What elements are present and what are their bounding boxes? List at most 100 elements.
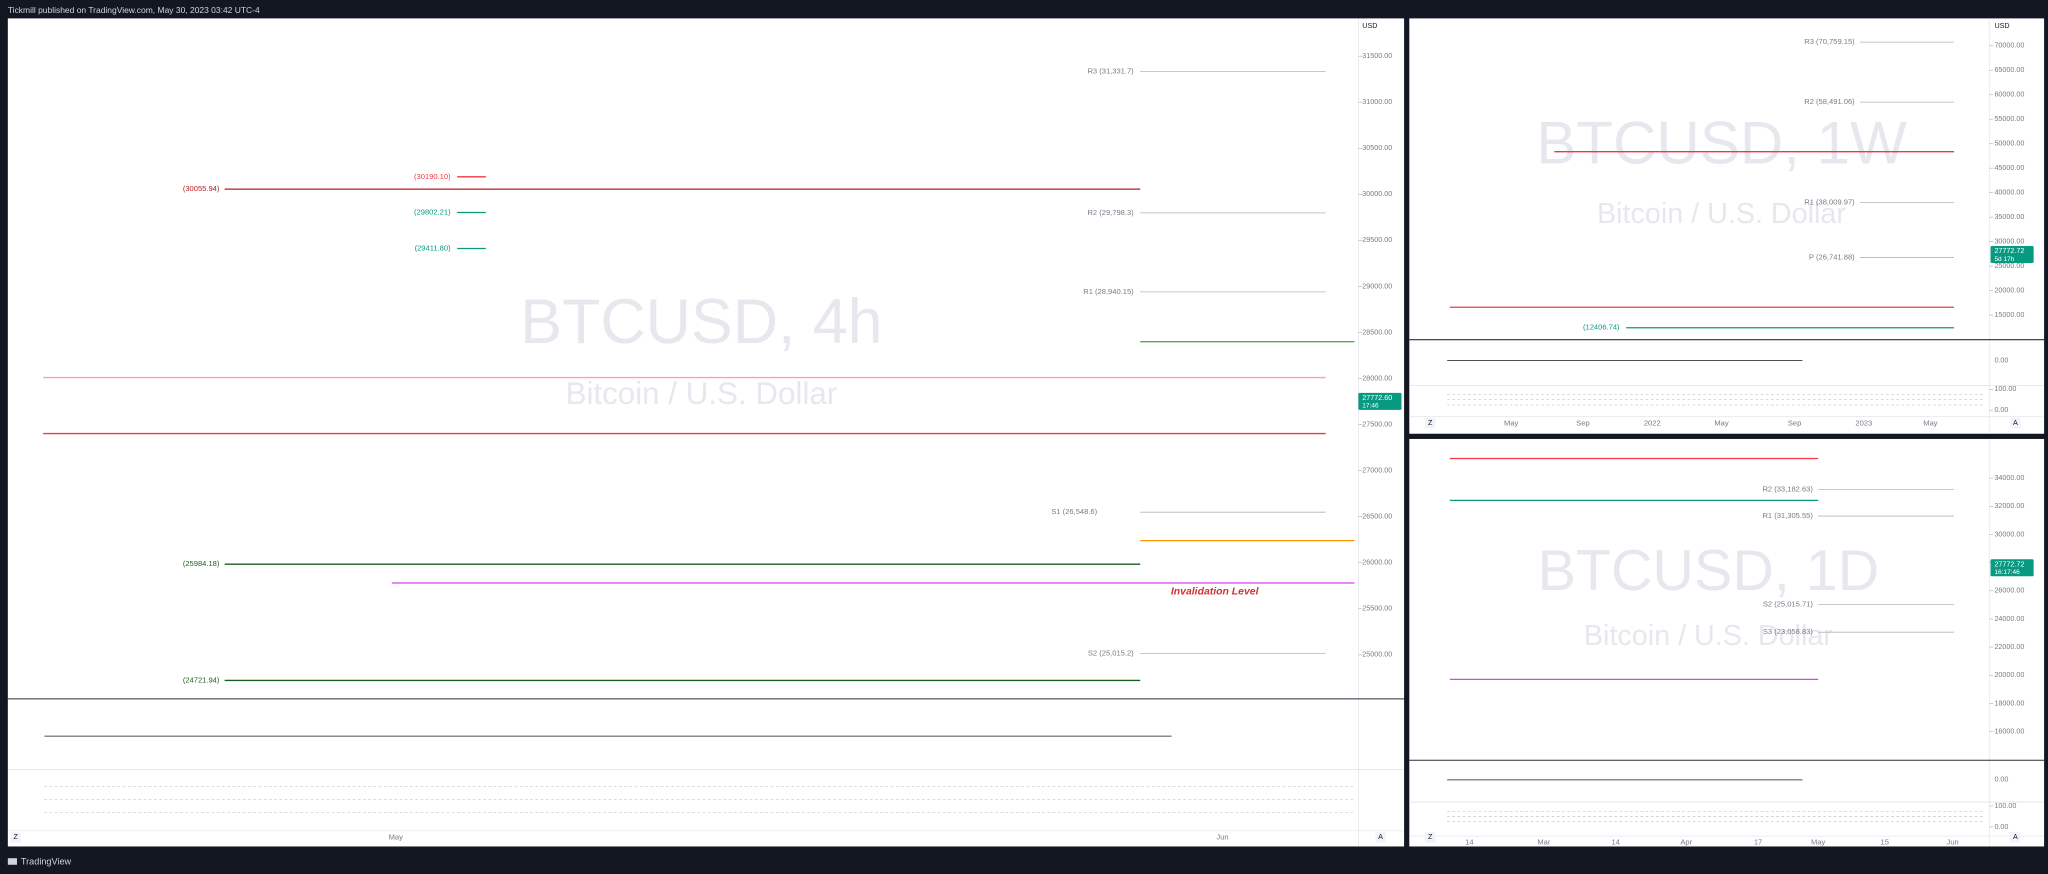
indicator-tick-label: 0.00 xyxy=(1994,776,2008,784)
countdown-label: 17:46 xyxy=(1362,403,1379,410)
y-tick-label: 50000.00 xyxy=(1994,140,2024,148)
countdown-label: 5d 17h xyxy=(1994,256,2014,263)
currency-label: USD xyxy=(1362,22,1377,30)
level-label: R3 (70,759.15) xyxy=(1804,37,1855,46)
level-label: S2 (25,015.71) xyxy=(1763,600,1814,609)
last-price-box xyxy=(1990,245,2034,263)
x-tick-label: 14 xyxy=(1611,838,1619,847)
level-label: P (26,741.88) xyxy=(1809,253,1855,262)
x-tick-label: Jun xyxy=(1947,838,1959,847)
x-tick-label: 17 xyxy=(1754,838,1762,847)
indicator-tick-label: 100.00 xyxy=(1994,385,2016,393)
x-tick-label: May xyxy=(1504,418,1519,427)
x-tick-label: May xyxy=(1923,418,1938,427)
y-tick-label: 20000.00 xyxy=(1994,671,2024,679)
y-tick-label: 32000.00 xyxy=(1994,502,2024,510)
y-tick-label: 60000.00 xyxy=(1994,91,2024,99)
chart-panel: BTCUSD, 4h Bitcoin / U.S. Dollar USD 25000.… xyxy=(7,18,1405,847)
y-tick-label: 24000.00 xyxy=(1994,615,2024,623)
x-tick-label: May xyxy=(1811,838,1826,847)
level-label: R2 (33,182.63) xyxy=(1762,485,1813,494)
y-tick-label: 45000.00 xyxy=(1994,164,2024,172)
scale-button xyxy=(1375,832,1386,843)
level-label: R1 (38,009.97) xyxy=(1804,197,1855,206)
y-tick-label: 28500.00 xyxy=(1362,328,1392,336)
level-label: (29802.21) xyxy=(414,208,451,217)
y-tick-label: 31500.00 xyxy=(1362,52,1392,60)
scale-button xyxy=(1424,832,1436,843)
y-tick-label: 31000.00 xyxy=(1362,98,1392,106)
level-label: R2 (29,798.3) xyxy=(1087,208,1134,217)
y-tick-label: 40000.00 xyxy=(1994,189,2024,197)
x-tick-label: Apr xyxy=(1680,838,1692,847)
indicator-tick-label: 0.00 xyxy=(1994,406,2008,414)
indicator-tick-label: 100.00 xyxy=(1994,802,2016,810)
y-tick-label: 15000.00 xyxy=(1994,311,2024,319)
footer-brand: TradingView xyxy=(21,857,72,867)
scale-button-label: Z xyxy=(1428,833,1433,841)
chart-panel: BTCUSD, 1W Bitcoin / U.S. Dollar USD 15000.… xyxy=(1409,18,2045,434)
y-tick-label: 34000.00 xyxy=(1994,474,2024,482)
y-tick-label: 35000.00 xyxy=(1994,213,2024,221)
x-tick-label: 15 xyxy=(1881,838,1889,847)
level-label: R2 (58,491.06) xyxy=(1804,97,1855,106)
level-label: (30055.94) xyxy=(183,184,220,193)
y-tick-label: 30000.00 xyxy=(1994,238,2024,246)
level-label: (12406.74) xyxy=(1583,323,1620,332)
last-price-label: 27772.60 xyxy=(1362,394,1392,402)
y-tick-label: 30000.00 xyxy=(1994,530,2024,538)
panel-background xyxy=(1409,18,2045,434)
y-tick-label: 28000.00 xyxy=(1362,374,1392,382)
last-price-box xyxy=(1990,559,2034,577)
last-price-box xyxy=(1358,392,1402,410)
y-tick-label: 25000.00 xyxy=(1362,651,1392,659)
y-tick-label: 27500.00 xyxy=(1362,420,1392,428)
x-tick-label: Jun xyxy=(1216,832,1228,841)
level-label: (29411.80) xyxy=(415,243,451,252)
level-label: R1 (28,940.15) xyxy=(1083,287,1134,296)
scale-button xyxy=(2010,832,2021,843)
y-tick-label: 16000.00 xyxy=(1994,727,2024,735)
x-tick-label: Sep xyxy=(1788,418,1801,427)
level-label: R1 (31,305.55) xyxy=(1762,511,1813,520)
scale-button-label: A xyxy=(1378,833,1383,841)
y-tick-label: 26000.00 xyxy=(1994,587,2024,595)
x-tick-label: 14 xyxy=(1465,838,1473,847)
level-label: (25984.18) xyxy=(183,559,220,568)
y-tick-label: 25000.00 xyxy=(1994,262,2024,270)
x-tick-label: Sep xyxy=(1576,418,1589,427)
countdown-label: 16:17:46 xyxy=(1994,569,2020,576)
last-price-label: 27772.72 xyxy=(1994,560,2024,568)
y-tick-label: 29500.00 xyxy=(1362,236,1392,244)
currency-label: USD xyxy=(1994,22,2009,30)
symbol-watermark: BTCUSD, 1W xyxy=(1536,110,1907,177)
y-tick-label: 30500.00 xyxy=(1362,144,1392,152)
indicator-tick-label: 0.00 xyxy=(1994,356,2008,364)
annotation: Invalidation Level xyxy=(1171,587,1260,598)
y-tick-label: 22000.00 xyxy=(1994,643,2024,651)
x-tick-label: May xyxy=(389,832,404,841)
y-tick-label: 27000.00 xyxy=(1362,467,1392,475)
symbol-description: Bitcoin / U.S. Dollar xyxy=(1597,198,1846,230)
level-label: R3 (31,331.7) xyxy=(1087,67,1134,76)
scale-button-label: A xyxy=(2013,833,2018,841)
y-tick-label: 55000.00 xyxy=(1994,115,2024,123)
scale-button-label: Z xyxy=(1428,419,1433,427)
last-price-label: 27772.72 xyxy=(1994,247,2024,255)
y-tick-label: 70000.00 xyxy=(1994,42,2024,50)
chart-panel: BTCUSD, 1D Bitcoin / U.S. Dollar 16000.00 1… xyxy=(1409,438,2045,847)
symbol-description: Bitcoin / U.S. Dollar xyxy=(1584,620,1833,652)
level-label: S2 (25,015.2) xyxy=(1088,648,1134,657)
scale-button-label: Z xyxy=(13,833,18,841)
y-tick-label: 29000.00 xyxy=(1362,282,1392,290)
x-tick-label: Mar xyxy=(1537,838,1551,847)
level-label: S1 (26,548.6) xyxy=(1051,507,1097,516)
scale-button-label: A xyxy=(2013,419,2018,427)
x-tick-label: May xyxy=(1714,418,1729,427)
level-label: (30190.10) xyxy=(414,172,451,181)
indicator-tick-label: 0.00 xyxy=(1994,823,2008,831)
y-tick-label: 25500.00 xyxy=(1362,605,1392,613)
level-label: (24721.94) xyxy=(183,675,220,684)
